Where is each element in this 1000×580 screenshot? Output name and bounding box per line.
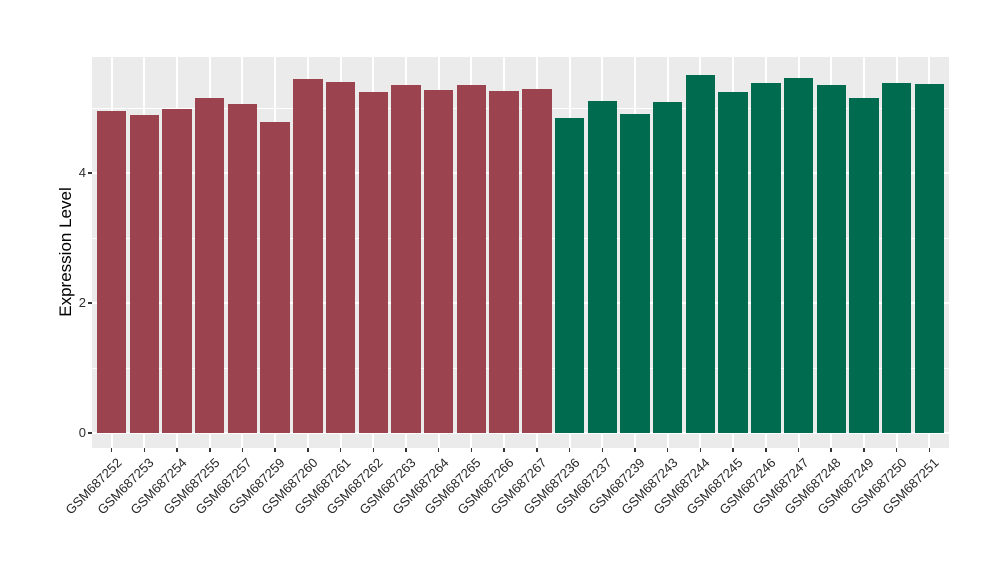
- gridline-y-minor: [92, 237, 949, 239]
- bar-GSM687267: [522, 89, 552, 433]
- y-tick-mark: [88, 302, 92, 304]
- x-tick-mark: [405, 448, 407, 452]
- x-tick-mark: [470, 448, 473, 452]
- y-tick-label: 0: [78, 425, 86, 440]
- x-tick-mark: [765, 448, 767, 452]
- bar-GSM687249: [849, 97, 879, 433]
- y-tick-mark: [88, 432, 92, 434]
- bar-GSM687263: [391, 84, 421, 433]
- gridline-y-minor: [92, 367, 949, 369]
- bar-GSM687266: [489, 91, 519, 433]
- bar-GSM687257: [227, 104, 258, 433]
- gridline-y-major: [92, 302, 949, 304]
- gridline-y-major: [92, 172, 949, 174]
- x-tick-mark: [143, 448, 146, 452]
- bar-GSM687244: [685, 74, 716, 433]
- gridline-y-minor: [92, 107, 949, 109]
- x-tick-mark: [110, 448, 113, 452]
- x-tick-mark: [209, 448, 211, 452]
- y-tick-label: 4: [78, 165, 86, 180]
- x-tick-mark: [307, 448, 309, 452]
- x-tick-mark: [372, 448, 375, 452]
- y-tick-mark: [88, 172, 92, 174]
- bar-GSM687265: [456, 85, 487, 433]
- x-tick-mark: [437, 448, 440, 452]
- bar-GSM687248: [816, 85, 846, 433]
- x-tick-mark: [274, 448, 276, 452]
- gridline-y-major: [92, 432, 949, 434]
- bar-GSM687261: [325, 82, 356, 433]
- x-tick-mark: [634, 448, 636, 452]
- bar-GSM687260: [293, 78, 323, 433]
- bar-GSM687264: [424, 89, 454, 433]
- bar-GSM687246: [751, 82, 781, 433]
- x-tick-mark: [601, 448, 604, 452]
- x-tick-mark: [241, 448, 244, 452]
- bar-GSM687262: [358, 91, 389, 433]
- x-tick-mark: [666, 448, 669, 452]
- x-tick-mark: [339, 448, 342, 452]
- x-tick-mark: [503, 448, 505, 452]
- x-tick-mark: [895, 448, 898, 452]
- bar-GSM687250: [881, 83, 912, 433]
- bar-GSM687259: [260, 121, 290, 433]
- x-tick-mark: [863, 448, 865, 452]
- x-tick-mark: [176, 448, 178, 452]
- x-tick-mark: [536, 448, 538, 452]
- bar-GSM687237: [587, 100, 617, 433]
- x-tick-mark: [568, 448, 571, 452]
- x-tick-mark: [699, 448, 702, 452]
- bar-GSM687247: [783, 78, 814, 433]
- bar-GSM687243: [652, 101, 683, 433]
- y-tick-label: 2: [78, 295, 86, 310]
- bar-GSM687252: [96, 110, 127, 433]
- x-tick-mark: [830, 448, 832, 452]
- bar-GSM687239: [620, 113, 650, 433]
- bar-GSM687245: [718, 92, 748, 433]
- bar-GSM687254: [162, 109, 192, 433]
- bar-GSM687251: [914, 83, 945, 433]
- plot-panel: [92, 57, 949, 448]
- bar-GSM687253: [129, 114, 160, 433]
- x-tick-mark: [732, 448, 734, 452]
- x-tick-mark: [797, 448, 800, 452]
- x-tick-mark: [928, 448, 931, 452]
- bar-GSM687255: [195, 97, 225, 433]
- bar-GSM687236: [554, 117, 585, 433]
